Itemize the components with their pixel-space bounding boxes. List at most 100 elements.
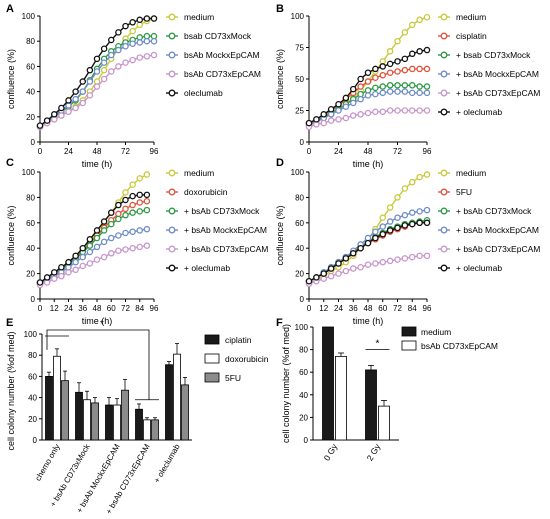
- series-line: [39, 173, 148, 285]
- data-point: [416, 16, 423, 24]
- data-point: [115, 232, 122, 239]
- series-5: [36, 191, 151, 286]
- legend-label: medium: [184, 168, 214, 178]
- legend-label: + bsAb CD73xEpCAM: [456, 88, 540, 98]
- y-tick-label: 25: [295, 107, 304, 116]
- data-point: [129, 40, 136, 47]
- x-tick-label: 24: [64, 304, 73, 313]
- data-point: [357, 263, 364, 271]
- y-tick-label: 0: [31, 295, 36, 304]
- y-tick-label: 40: [28, 394, 37, 403]
- x-axis-label: time (h): [82, 159, 113, 169]
- significance-star: *: [100, 319, 104, 330]
- y-tick-label: 60: [26, 219, 35, 228]
- x-axis-label: time (h): [353, 316, 384, 326]
- legend-swatch-marker: [168, 207, 176, 215]
- legend-swatch-marker: [440, 32, 448, 40]
- data-point: [386, 88, 394, 95]
- data-point: [86, 92, 94, 99]
- data-point: [372, 74, 379, 81]
- panel-letter: B: [276, 3, 284, 15]
- legend-label: bsab CD73xMock: [184, 31, 252, 41]
- data-point: [408, 107, 416, 114]
- x-tick-label: 48: [364, 147, 373, 156]
- legend-swatch-marker: [440, 108, 448, 116]
- data-point: [122, 42, 129, 50]
- data-point: [129, 56, 136, 64]
- legend-label: + bsAb MockxEpCAM: [456, 225, 539, 235]
- data-point: [65, 263, 72, 271]
- data-point: [51, 111, 58, 118]
- legend-label: medium: [456, 12, 486, 22]
- data-point: [150, 15, 158, 22]
- data-point: [86, 78, 94, 85]
- data-point: [36, 122, 44, 129]
- data-point: [349, 265, 357, 272]
- x-tick-label: 24: [334, 147, 343, 156]
- data-point: [93, 55, 101, 63]
- data-point: [416, 65, 423, 73]
- data-point: [335, 260, 342, 267]
- x-tick-label: 12: [50, 304, 59, 313]
- data-point: [408, 89, 416, 97]
- data-point: [115, 247, 122, 254]
- data-point: [108, 250, 115, 257]
- data-point: [416, 219, 423, 227]
- data-point: [65, 258, 72, 266]
- data-point: [79, 262, 87, 270]
- series-line: [39, 228, 148, 285]
- panel-letter: E: [6, 317, 13, 329]
- data-point: [93, 83, 101, 90]
- data-point: [108, 209, 115, 216]
- data-point: [143, 53, 151, 60]
- panel-c: C 0 20 40 60 80 100 0 12 24 36 48 60 72 84 96 time (h) co…: [6, 157, 268, 326]
- y-tick-label: 0: [300, 138, 305, 147]
- data-point: [51, 269, 58, 276]
- data-point: [394, 68, 401, 75]
- y-tick-label: 40: [26, 88, 35, 97]
- x-tick-label: 0 Gy: [322, 441, 340, 462]
- y-tick-label: 100: [291, 168, 305, 177]
- data-point: [416, 107, 423, 114]
- data-point: [136, 208, 143, 215]
- data-point: [408, 253, 416, 261]
- legend-label: 5FU: [456, 187, 472, 197]
- y-axis-label: confluence (%): [6, 205, 16, 265]
- legend-swatch-marker: [168, 13, 176, 21]
- legend-swatch-marker: [440, 169, 448, 177]
- series-4: [36, 15, 158, 129]
- data-point: [122, 229, 129, 237]
- legend-swatch-marker: [440, 207, 448, 215]
- y-tick-label: 40: [299, 391, 308, 400]
- legend-swatch-marker: [168, 264, 176, 272]
- data-point: [305, 119, 313, 127]
- x-tick-label: 72: [393, 147, 402, 156]
- data-point: [86, 260, 94, 267]
- data-point: [408, 82, 416, 89]
- data-point: [320, 275, 327, 282]
- panel-letter: F: [276, 317, 283, 329]
- data-point: [115, 29, 122, 36]
- series-5: [305, 219, 431, 285]
- legend-label: + bsAb CD73xEpCAM: [184, 244, 268, 254]
- data-point: [364, 69, 372, 76]
- data-point: [115, 201, 122, 209]
- x-tick-label: 72: [121, 147, 130, 156]
- bar: [53, 355, 61, 441]
- data-point: [386, 107, 394, 114]
- data-point: [129, 181, 136, 188]
- data-point: [122, 59, 129, 66]
- data-point: [379, 230, 386, 238]
- data-point: [379, 214, 386, 221]
- data-point: [72, 104, 79, 112]
- data-point: [327, 265, 335, 272]
- data-point: [349, 85, 357, 93]
- legend-label: cisplatin: [456, 31, 487, 41]
- data-point: [349, 250, 357, 257]
- x-tick-label: 96: [150, 304, 159, 313]
- panel-letter: A: [6, 3, 14, 15]
- data-point: [327, 117, 335, 124]
- series-line: [39, 194, 147, 284]
- data-point: [423, 89, 431, 97]
- data-point: [394, 256, 401, 263]
